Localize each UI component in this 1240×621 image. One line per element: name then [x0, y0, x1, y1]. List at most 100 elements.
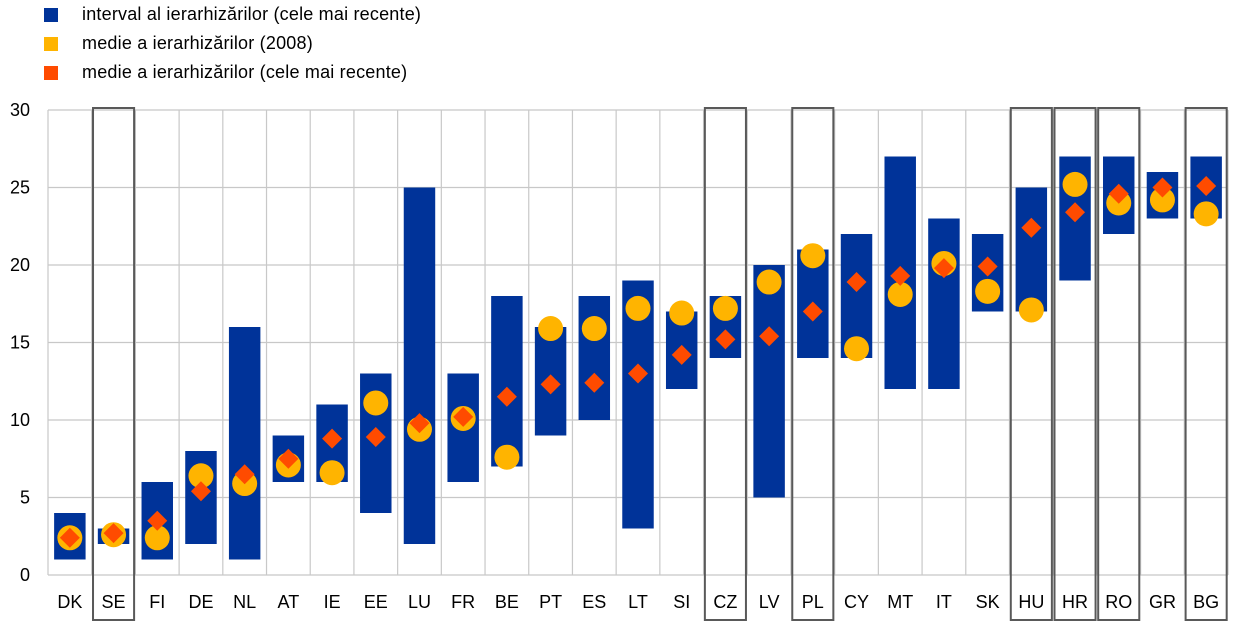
range-bar — [403, 187, 436, 544]
avg-2008-point — [756, 269, 782, 295]
x-tick-label: CY — [844, 592, 869, 612]
x-tick-label: HU — [1018, 592, 1044, 612]
avg-2008-point — [1193, 201, 1219, 227]
avg-recent-point — [1196, 175, 1217, 196]
x-tick-label: SE — [102, 592, 126, 612]
legend-swatch-range — [44, 7, 58, 22]
avg-2008-point — [887, 281, 913, 307]
x-tick-label: EE — [364, 592, 388, 612]
legend-item-range: interval al ierarhizărilor (cele mai rec… — [44, 0, 421, 29]
avg-recent-point — [977, 256, 998, 277]
x-tick-label: PL — [802, 592, 824, 612]
highlight-box — [1053, 107, 1097, 621]
avg-recent-point — [540, 374, 561, 395]
x-tick-label: LT — [628, 592, 648, 612]
x-tick-label: BG — [1193, 592, 1219, 612]
legend-label-avg-recent: medie a ierarhizărilor (cele mai recente… — [82, 62, 408, 82]
avg-recent-point — [365, 427, 386, 448]
avg-recent-point — [234, 464, 255, 485]
avg-recent-point — [1021, 217, 1042, 238]
avg-2008-point — [581, 316, 607, 342]
x-tick-label: RO — [1105, 592, 1132, 612]
y-tick-label: 20 — [10, 255, 30, 275]
highlight-box — [92, 107, 136, 621]
x-tick-label: PT — [539, 592, 562, 612]
legend-label-range: interval al ierarhizărilor (cele mai rec… — [82, 4, 422, 24]
legend-item-avg-recent: medie a ierarhizărilor (cele mai recente… — [44, 58, 421, 87]
range-bar — [228, 327, 261, 560]
x-tick-label: GR — [1149, 592, 1176, 612]
x-tick-label: CZ — [713, 592, 737, 612]
avg-recent-point — [59, 527, 80, 548]
x-tick-label: LV — [759, 592, 780, 612]
x-tick-label: LU — [408, 592, 431, 612]
range-bar — [491, 296, 523, 467]
avg-2008-point — [494, 444, 520, 470]
legend-item-avg-2008: medie a ierarhizărilor (2008) — [44, 29, 421, 58]
y-tick-label: 15 — [10, 333, 30, 353]
avg-2008-point — [669, 300, 695, 326]
avg-recent-point — [453, 406, 474, 427]
y-tick-label: 10 — [10, 410, 30, 430]
avg-recent-point — [715, 329, 736, 350]
avg-2008-point — [144, 525, 170, 551]
x-tick-label: BE — [495, 592, 519, 612]
avg-recent-point — [933, 258, 954, 279]
avg-recent-point — [103, 523, 124, 544]
x-tick-label: DE — [188, 592, 213, 612]
x-tick-label: HR — [1062, 592, 1088, 612]
avg-recent-point — [1108, 183, 1129, 204]
highlight-box — [703, 107, 747, 621]
highlight-box — [1009, 107, 1053, 621]
avg-recent-point — [802, 301, 823, 322]
avg-2008-point — [1018, 297, 1044, 323]
y-tick-label: 5 — [20, 488, 30, 508]
x-tick-label: DK — [57, 592, 82, 612]
avg-2008-point — [363, 390, 389, 416]
avg-recent-point — [322, 428, 343, 449]
avg-recent-point — [890, 265, 911, 286]
highlight-box — [1184, 107, 1228, 621]
x-tick-label: AT — [278, 592, 300, 612]
x-tick-label: ES — [582, 592, 606, 612]
avg-recent-point — [628, 363, 648, 384]
avg-2008-point — [800, 243, 826, 269]
x-tick-label: NL — [233, 592, 256, 612]
x-tick-label: SK — [976, 592, 1000, 612]
avg-recent-point — [1065, 202, 1086, 223]
highlight-box — [791, 107, 835, 621]
x-tick-label: FI — [149, 592, 165, 612]
avg-2008-point — [1062, 171, 1088, 197]
x-tick-label: IE — [324, 592, 341, 612]
legend-label-avg-2008: medie a ierarhizărilor (2008) — [82, 33, 313, 53]
highlight-box — [1097, 107, 1141, 621]
avg-2008-point — [1149, 187, 1175, 213]
legend: interval al ierarhizărilor (cele mai rec… — [44, 0, 421, 87]
range-bar — [578, 296, 611, 420]
avg-recent-point — [278, 448, 299, 469]
avg-2008-point — [319, 460, 345, 486]
x-tick-label: SI — [673, 592, 690, 612]
avg-2008-point — [975, 278, 1001, 304]
avg-recent-point — [759, 326, 780, 347]
avg-2008-point — [712, 295, 738, 321]
x-tick-label: FR — [451, 592, 475, 612]
x-tick-label: IT — [936, 592, 952, 612]
legend-swatch-avg-recent — [44, 65, 58, 80]
avg-recent-point — [496, 386, 517, 407]
avg-2008-point — [844, 336, 870, 362]
avg-recent-point — [190, 481, 211, 502]
range-bar — [928, 218, 960, 389]
avg-recent-point — [584, 372, 605, 393]
avg-2008-point — [625, 295, 651, 321]
avg-2008-point — [188, 463, 214, 489]
avg-recent-point — [846, 272, 867, 293]
x-tick-label: MT — [887, 592, 913, 612]
y-tick-label: 0 — [20, 565, 30, 585]
avg-recent-point — [671, 344, 692, 365]
avg-2008-point — [538, 316, 564, 342]
y-tick-label: 30 — [10, 100, 30, 120]
avg-recent-point — [147, 510, 168, 531]
